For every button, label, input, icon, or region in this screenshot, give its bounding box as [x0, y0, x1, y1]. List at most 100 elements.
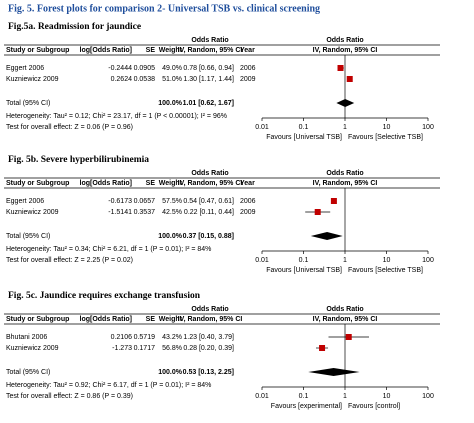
column-header: SE [146, 47, 156, 54]
cell: 0.2624 [111, 76, 133, 83]
favours-right: Favours [Selective TSB] [348, 267, 423, 274]
study-name: Kuzniewicz 2009 [6, 209, 59, 216]
cell: 2006 [240, 198, 256, 205]
cell: 57.5% [162, 198, 182, 205]
study-square [330, 198, 337, 204]
total-label: Total (95% CI) [6, 369, 50, 376]
column-header: IV, Random, 95% CI [178, 316, 243, 323]
cell: 2006 [240, 65, 256, 72]
x-tick-label: 100 [422, 124, 434, 131]
x-tick-label: 10 [383, 124, 391, 131]
x-tick-label: 0.01 [255, 393, 269, 400]
column-header: Odds Ratio [191, 306, 228, 313]
x-tick-label: 0.01 [255, 124, 269, 131]
cell: 56.8% [162, 345, 182, 352]
study-name: Eggert 2006 [6, 198, 44, 205]
overall-test: Test for overall effect: Z = 0.06 (P = 0… [6, 124, 133, 131]
cell: 100.0% [158, 369, 183, 376]
column-header: IV, Random, 95% CI [313, 316, 378, 323]
column-header: IV, Random, 95% CI [313, 180, 378, 187]
x-tick-label: 10 [383, 257, 391, 264]
x-tick-label: 1 [343, 393, 347, 400]
column-header: log[Odds Ratio] [80, 47, 133, 54]
x-tick-label: 1 [343, 257, 347, 264]
panel-heading: Fig. 5b. Severe hyperbilirubinemia [8, 155, 149, 165]
cell: 0.54 [0.47, 0.61] [183, 198, 234, 205]
column-header: Odds Ratio [326, 37, 363, 44]
total-diamond [308, 368, 360, 376]
cell: -0.6173 [108, 198, 132, 205]
column-header: SE [146, 180, 156, 187]
column-header: Weight [159, 180, 183, 187]
total-label: Total (95% CI) [6, 100, 50, 107]
overall-test: Test for overall effect: Z = 0.86 (P = 0… [6, 393, 133, 400]
x-tick-label: 100 [422, 257, 434, 264]
x-tick-label: 100 [422, 393, 434, 400]
cell: 0.78 [0.66, 0.94] [183, 65, 234, 72]
favours-left: Favours [experimental] [271, 403, 342, 410]
x-tick-label: 0.01 [255, 257, 269, 264]
x-tick-label: 1 [343, 124, 347, 131]
heterogeneity: Heterogeneity: Tau² = 0.34; Chi² = 6.21,… [6, 246, 211, 253]
column-header: Study or Subgroup [6, 180, 69, 187]
cell: 43.2% [162, 334, 182, 341]
total-diamond [310, 232, 343, 240]
cell: 1.01 [0.62, 1.67] [183, 100, 234, 107]
column-header: Odds Ratio [191, 170, 228, 177]
total-label: Total (95% CI) [6, 233, 50, 240]
cell: 49.0% [162, 65, 182, 72]
column-header: Study or Subgroup [6, 316, 69, 323]
heterogeneity: Heterogeneity: Tau² = 0.12; Chi² = 23.17… [6, 113, 227, 120]
column-header: Study or Subgroup [6, 47, 69, 54]
study-name: Kuzniewicz 2009 [6, 345, 59, 352]
cell: 0.2106 [111, 334, 133, 341]
cell: 0.28 [0.20, 0.39] [183, 345, 234, 352]
column-header: IV, Random, 95% CI [178, 47, 243, 54]
x-tick-label: 10 [383, 393, 391, 400]
study-square [337, 65, 344, 71]
panel-heading: Fig. 5c. Jaundice requires exchange tran… [8, 291, 201, 301]
column-header: IV, Random, 95% CI [313, 47, 378, 54]
cell: 0.0657 [134, 198, 156, 205]
cell: -1.273 [112, 345, 132, 352]
favours-left: Favours [Universal TSB] [266, 134, 342, 141]
column-header: log[Odds Ratio] [80, 180, 133, 187]
cell: -0.2444 [108, 65, 132, 72]
heterogeneity: Heterogeneity: Tau² = 0.92; Chi² = 6.17,… [6, 382, 211, 389]
column-header: Odds Ratio [326, 306, 363, 313]
overall-test: Test for overall effect: Z = 2.25 (P = 0… [6, 257, 133, 264]
favours-right: Favours [control] [348, 403, 400, 410]
study-square [346, 76, 353, 82]
x-tick-label: 0.1 [299, 124, 309, 131]
cell: 0.5719 [134, 334, 156, 341]
column-header: Odds Ratio [326, 170, 363, 177]
favours-left: Favours [Universal TSB] [266, 267, 342, 274]
cell: 0.37 [0.15, 0.88] [183, 233, 234, 240]
study-square [345, 334, 352, 340]
column-header: Weight [159, 316, 183, 323]
column-header: log[Odds Ratio] [80, 316, 133, 323]
cell: 42.5% [162, 209, 182, 216]
column-header: SE [146, 316, 156, 323]
favours-right: Favours [Selective TSB] [348, 134, 423, 141]
column-header: Odds Ratio [191, 37, 228, 44]
study-name: Eggert 2006 [6, 65, 44, 72]
panel-heading: Fig.5a. Readmission for jaundice [8, 22, 141, 32]
x-tick-label: 0.1 [299, 257, 309, 264]
column-header: Year [240, 180, 255, 187]
cell: 0.3537 [134, 209, 156, 216]
x-tick-label: 0.1 [299, 393, 309, 400]
cell: 2009 [240, 76, 256, 83]
study-square [314, 209, 321, 215]
cell: 0.0905 [134, 65, 156, 72]
cell: 1.30 [1.17, 1.44] [183, 76, 234, 83]
cell: 100.0% [158, 233, 183, 240]
cell: 1.23 [0.40, 3.79] [183, 334, 234, 341]
study-name: Bhutani 2006 [6, 334, 47, 341]
cell: 0.1717 [134, 345, 156, 352]
total-diamond [336, 99, 355, 107]
study-name: Kuzniewicz 2009 [6, 76, 59, 83]
cell: 51.0% [162, 76, 182, 83]
cell: 100.0% [158, 100, 183, 107]
